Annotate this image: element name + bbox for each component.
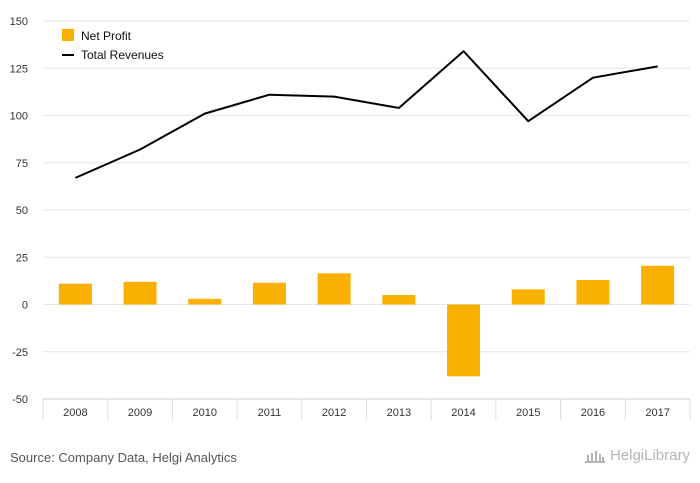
x-tick-label: 2012 [322, 407, 346, 419]
x-tick-label: 2014 [451, 407, 475, 419]
bar-net-profit [382, 295, 416, 305]
y-tick-label: 0 [22, 300, 28, 312]
logo-text: HelgiLibrary [609, 447, 690, 464]
y-tick-label: 50 [16, 205, 28, 217]
bar-net-profit [58, 283, 92, 305]
line-layer [74, 50, 658, 179]
legend-swatch-net-profit [62, 29, 74, 41]
legend: Net Profit Total Revenues [62, 29, 164, 62]
bar-net-profit [317, 273, 351, 305]
y-tick-label: -50 [12, 394, 28, 406]
bar-net-profit [511, 289, 545, 305]
y-tick-label: 125 [10, 63, 28, 75]
x-tick-label: 2008 [63, 407, 87, 419]
source-note: Source: Company Data, Helgi Analytics [10, 450, 237, 465]
x-tick-label: 2011 [258, 407, 282, 419]
legend-label-net-profit: Net Profit [81, 29, 132, 43]
bars-layer [58, 265, 675, 377]
x-tick-label: 2010 [193, 407, 217, 419]
line-total-revenues [74, 50, 658, 179]
x-tick-label: 2017 [645, 407, 669, 419]
y-axis: 150 125 100 75 50 25 0 -25 -50 [10, 16, 28, 406]
x-tick-label: 2013 [387, 407, 411, 419]
x-tick-label: 2016 [581, 407, 605, 419]
bar-net-profit [252, 282, 286, 305]
y-tick-label: -25 [12, 347, 28, 359]
y-tick-label: 75 [16, 158, 28, 170]
bar-net-profit [447, 304, 481, 377]
bar-net-profit [641, 265, 675, 305]
y-tick-label: 100 [10, 111, 28, 123]
x-tick-label: 2015 [516, 407, 540, 419]
y-tick-label: 25 [16, 252, 28, 264]
legend-label-total-revenues: Total Revenues [81, 48, 164, 62]
x-axis: 2008 2009 2010 2011 2012 2013 2014 2015 2016 2017 [42, 398, 691, 420]
x-tick-label: 2009 [128, 407, 152, 419]
chart: 2008 2009 2010 2011 2012 2013 2014 2015 2016 2017… [10, 16, 691, 420]
bar-net-profit [576, 279, 610, 305]
library-building-icon [584, 451, 605, 463]
y-tick-label: 150 [10, 16, 28, 28]
helgi-library-logo: HelgiLibrary [584, 447, 690, 464]
bar-net-profit [188, 298, 222, 305]
bar-net-profit [123, 281, 157, 305]
